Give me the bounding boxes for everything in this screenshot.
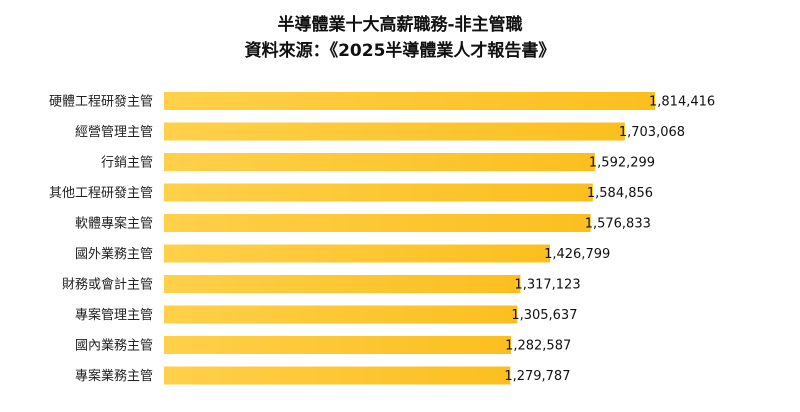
value-label: 1,279,787 (504, 369, 570, 384)
bar (164, 214, 591, 232)
value-label: 1,426,799 (544, 247, 610, 262)
bar (164, 122, 625, 141)
bar (164, 305, 518, 324)
value-label: 1,584,856 (587, 186, 653, 201)
category-label: 行銷主管 (101, 155, 153, 171)
bar (164, 366, 511, 385)
chart-source: 資料來源：《2025半導體業人才報告書》 (244, 41, 556, 61)
category-label: 軟體專案主管 (75, 216, 153, 232)
category-label: 經營管理主管 (75, 125, 153, 140)
bar (164, 244, 551, 263)
bar (164, 275, 521, 293)
value-label: 1,703,068 (619, 125, 685, 140)
bar (164, 183, 593, 202)
category-label: 專案業務主管 (75, 368, 153, 384)
value-label: 1,592,299 (589, 156, 655, 171)
value-label: 1,317,123 (514, 278, 580, 293)
category-label: 國外業務主管 (75, 246, 153, 262)
bar (164, 153, 595, 171)
category-label: 專案管理主管 (75, 308, 153, 323)
value-label: 1,305,637 (511, 308, 577, 323)
bar (164, 92, 655, 110)
category-label: 國內業務主管 (75, 338, 153, 354)
value-label: 1,282,587 (505, 339, 571, 354)
category-label: 其他工程研發主管 (49, 186, 153, 201)
chart-title: 半導體業十大高薪職務-非主管職 (277, 15, 523, 35)
value-label: 1,814,416 (649, 95, 715, 110)
category-label: 財務或會計主管 (62, 277, 153, 293)
bar (164, 336, 512, 354)
value-label: 1,576,833 (585, 217, 651, 232)
category-label: 硬體工程研發主管 (49, 95, 153, 110)
